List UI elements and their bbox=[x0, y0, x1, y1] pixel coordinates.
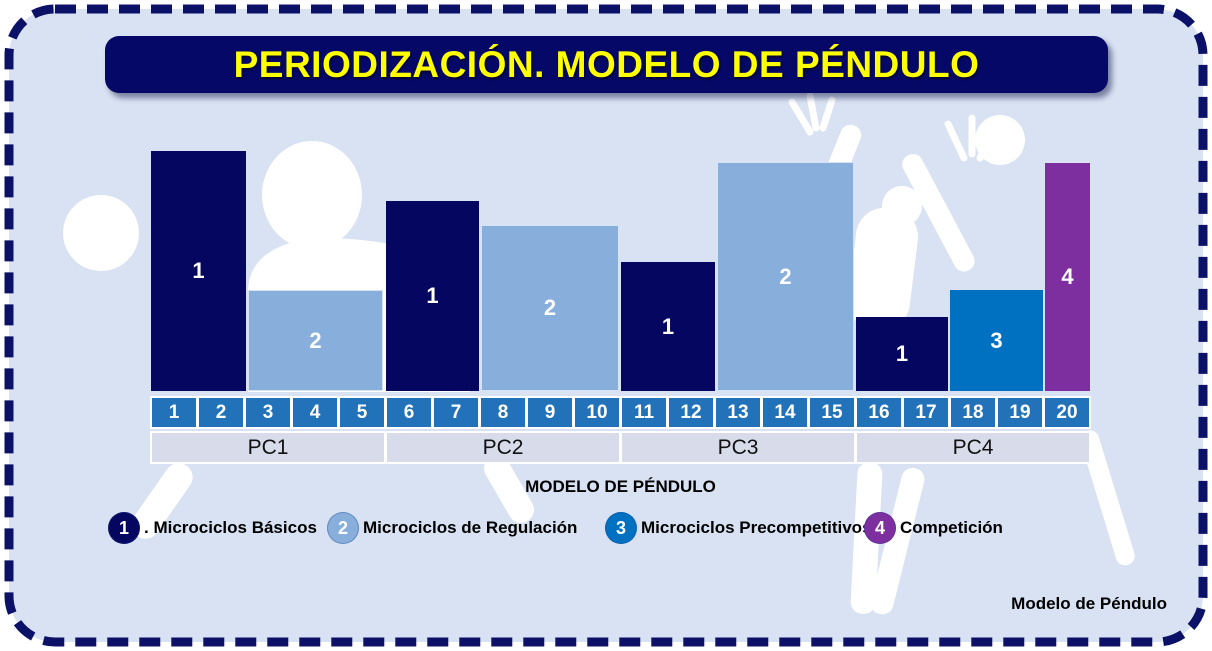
bar-label: 2 bbox=[543, 295, 557, 320]
legend-label: . Microciclos Básicos bbox=[144, 518, 317, 537]
week-cell-18: 18 bbox=[951, 398, 995, 427]
week-cell-3: 3 bbox=[246, 398, 290, 427]
title-banner: PERIODIZACIÓN. MODELO DE PÉNDULO bbox=[105, 36, 1108, 93]
week-cell-1: 1 bbox=[152, 398, 196, 427]
period-cell-PC4: PC4 bbox=[857, 433, 1089, 462]
week-cell-6: 6 bbox=[387, 398, 431, 427]
week-cell-9: 9 bbox=[528, 398, 572, 427]
week-cell-4: 4 bbox=[293, 398, 337, 427]
legend-item-3: 3 Microciclos Precompetitivos bbox=[605, 512, 872, 544]
week-cell-15: 15 bbox=[810, 398, 854, 427]
legend-dot-1: 1 bbox=[108, 512, 140, 544]
page-title: PERIODIZACIÓN. MODELO DE PÉNDULO bbox=[233, 43, 980, 85]
footer-note: Modelo de Péndulo bbox=[1011, 594, 1167, 613]
bar-label: 2 bbox=[779, 263, 792, 289]
week-cell-16: 16 bbox=[857, 398, 901, 427]
week-cell-12: 12 bbox=[669, 398, 713, 427]
bar-weeks-1-2: 1 bbox=[151, 151, 246, 391]
bar-label: 4 bbox=[1061, 264, 1074, 289]
legend-dot-3: 3 bbox=[605, 512, 637, 544]
week-cell-2: 2 bbox=[199, 398, 243, 427]
bar-label: 1 bbox=[661, 313, 675, 339]
bar-label: 3 bbox=[990, 327, 1003, 353]
table-caption: MODELO DE PÉNDULO bbox=[525, 477, 716, 496]
week-cell-10: 10 bbox=[575, 398, 619, 427]
ball-right-icon bbox=[975, 115, 1025, 165]
bar-weeks-16-17: 1 bbox=[856, 317, 948, 391]
legend-dot-2: 2 bbox=[327, 512, 359, 544]
week-number-row: 1 2 3 4 5 6 7 8 9 10 11 12 13 14 15 16 17 18 19 20 bbox=[150, 396, 1091, 429]
period-cell-PC2: PC2 bbox=[387, 433, 619, 462]
legend-label: Competición bbox=[900, 518, 1003, 537]
ball-left-icon bbox=[63, 195, 139, 271]
bar-weeks-8-10: 2 bbox=[481, 225, 619, 391]
bar-weeks-6-7: 1 bbox=[386, 201, 479, 391]
week-cell-8: 8 bbox=[481, 398, 525, 427]
week-cell-19: 19 bbox=[998, 398, 1042, 427]
period-cell-PC3: PC3 bbox=[622, 433, 854, 462]
legend-item-4: 4 Competición bbox=[864, 512, 1003, 544]
legend-item-2: 2 Microciclos de Regulación bbox=[327, 512, 577, 544]
bar-weeks-11-12: 1 bbox=[621, 262, 715, 391]
week-cell-5: 5 bbox=[340, 398, 384, 427]
legend-label: Microciclos Precompetitivos bbox=[641, 518, 872, 537]
bar-label: 1 bbox=[895, 341, 909, 366]
bar-label: 2 bbox=[309, 327, 322, 353]
period-row: PC1 PC2 PC3 PC4 bbox=[150, 431, 1091, 464]
bar-weeks-13-15: 2 bbox=[717, 162, 854, 391]
legend-label: Microciclos de Regulación bbox=[363, 518, 578, 537]
bar-label: 1 bbox=[426, 283, 439, 308]
player1-head-icon bbox=[262, 141, 362, 249]
player2-head-icon bbox=[882, 186, 922, 226]
legend-item-1: 1. Microciclos Básicos bbox=[108, 512, 317, 544]
period-cell-PC1: PC1 bbox=[152, 433, 384, 462]
week-cell-20: 20 bbox=[1045, 398, 1089, 427]
week-cell-14: 14 bbox=[763, 398, 807, 427]
week-cell-17: 17 bbox=[904, 398, 948, 427]
bar-weeks-3-5: 2 bbox=[248, 290, 383, 391]
bar-label: 1 bbox=[192, 258, 205, 283]
week-cell-11: 11 bbox=[622, 398, 666, 427]
week-cell-7: 7 bbox=[434, 398, 478, 427]
bar-weeks-18-19: 3 bbox=[950, 290, 1043, 391]
legend-dot-4: 4 bbox=[864, 512, 896, 544]
bar-weeks-20: 4 bbox=[1045, 163, 1090, 391]
week-cell-13: 13 bbox=[716, 398, 760, 427]
